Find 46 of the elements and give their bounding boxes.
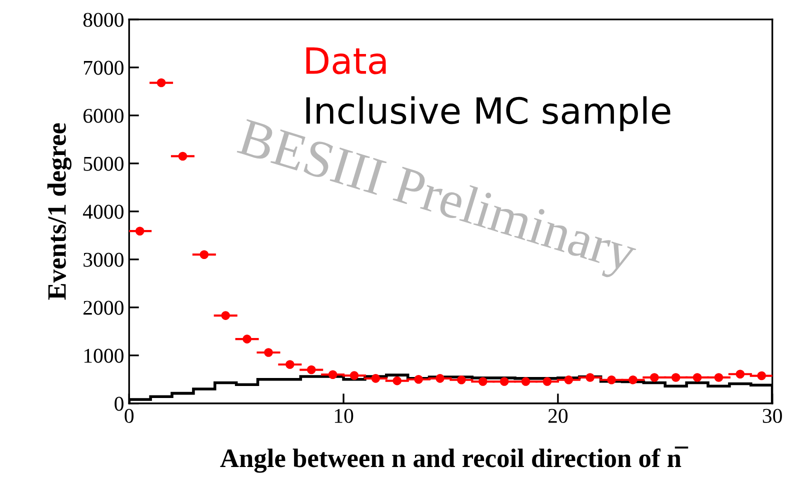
text: Data (306, 47, 386, 74)
point (564, 375, 574, 384)
y-tick-label: 2000 (84, 300, 124, 315)
point (478, 377, 488, 386)
point (650, 373, 659, 382)
point (521, 377, 530, 386)
point (200, 250, 209, 259)
point (607, 375, 616, 384)
point (714, 373, 724, 382)
y-tick-label: 7000 (84, 60, 124, 75)
x-tick-label: 0 (124, 408, 134, 423)
point (436, 374, 444, 383)
point (156, 78, 166, 88)
point (736, 370, 745, 378)
point (414, 374, 423, 384)
point (371, 374, 380, 383)
x-tick-label: 10 (334, 408, 354, 423)
point (242, 334, 252, 344)
x-axis-title: Angle between n and recoil direction of n̅ (220, 446, 688, 473)
point (178, 152, 188, 161)
point (542, 377, 552, 386)
point (586, 373, 594, 382)
point (457, 375, 466, 384)
y-tick-label: 3000 (84, 252, 124, 267)
point (221, 311, 230, 320)
y-tick-label: 5000 (84, 156, 124, 171)
point (350, 371, 359, 380)
y-tick-label: 4000 (83, 204, 124, 219)
point (135, 226, 144, 236)
point (628, 375, 638, 384)
point (328, 370, 338, 379)
y-axis-title: Events/1 degree (47, 123, 72, 300)
x-tick-label: 20 (548, 408, 568, 423)
point (264, 348, 273, 357)
point (692, 373, 702, 382)
y-tick-label: 1000 (84, 348, 124, 363)
point (392, 376, 402, 386)
point (671, 373, 680, 382)
point (500, 377, 509, 386)
point (757, 371, 766, 380)
y-tick-label: 6000 (83, 108, 124, 123)
x-tick-label: 30 (762, 408, 782, 423)
point (306, 365, 316, 374)
y-tick-label: 0 (114, 396, 124, 411)
y-tick-label: 8000 (83, 12, 124, 27)
point (286, 360, 294, 369)
